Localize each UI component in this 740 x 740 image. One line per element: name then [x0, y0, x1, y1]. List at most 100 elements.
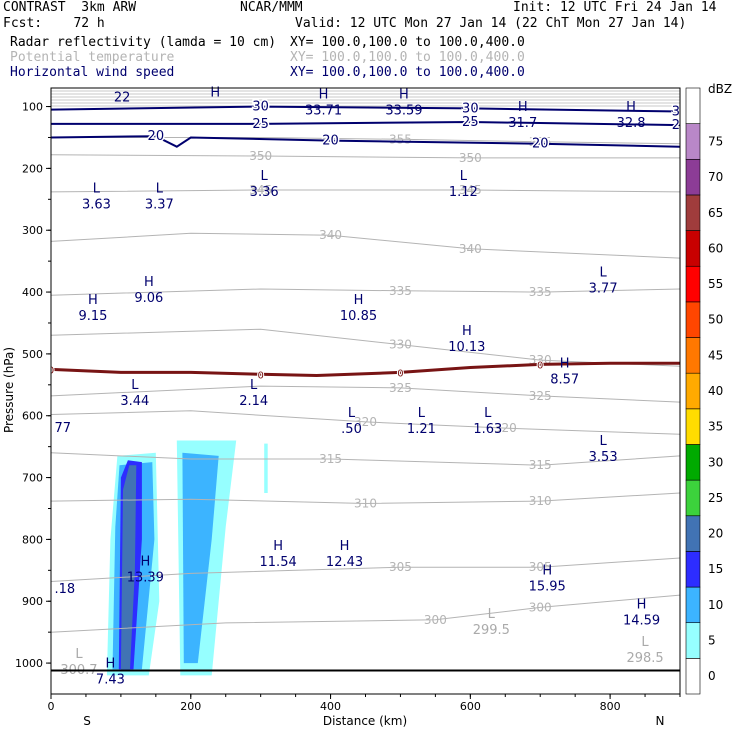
low-marker: L	[156, 182, 164, 197]
theta-contour-label: 350	[249, 149, 272, 163]
zero-contour-label: 0	[397, 368, 403, 379]
y-tick-label: 700	[22, 472, 43, 485]
theta-contour	[51, 154, 680, 159]
y-tick-label: 1000	[15, 657, 43, 670]
theta-contour-label: 310	[529, 494, 552, 508]
low-marker: L	[599, 434, 607, 449]
field-name-reflectivity: Radar reflectivity (lamda = 10 cm)	[10, 35, 277, 50]
colorbar-label: 55	[708, 277, 723, 291]
colorbar-swatch	[685, 479, 701, 517]
high-marker: H	[88, 293, 98, 308]
colorbar-swatch	[685, 194, 701, 231]
y-tick-label: 300	[22, 224, 43, 237]
colorbar-label: 45	[708, 348, 723, 362]
reflectivity-cell	[182, 452, 219, 664]
colorbar-swatch	[685, 622, 701, 659]
y-tick-label: 800	[22, 533, 43, 546]
high-marker: H	[637, 598, 647, 613]
theta-contour-label: 350	[459, 151, 482, 165]
theta-contour	[51, 492, 680, 505]
extremum-value: 3.77	[589, 282, 618, 297]
colorbar-swatch	[685, 586, 701, 624]
extremum-value: 298.5	[626, 651, 663, 666]
extremum-value: 1.21	[407, 422, 436, 437]
extremum-value: 3.53	[589, 450, 618, 465]
colorbar-swatch	[685, 658, 701, 695]
x-tick-label: 400	[320, 700, 341, 713]
field-xy-theta: XY= 100.0,100.0 to 100.0,400.0	[290, 50, 525, 65]
wind-contour-label: 25	[462, 115, 479, 130]
colorbar-swatch	[685, 301, 701, 338]
extremum-value: 12.43	[326, 555, 363, 570]
extremum-value: 32.8	[617, 116, 646, 131]
low-marker: L	[460, 169, 468, 184]
low-marker: L	[250, 378, 258, 393]
field-name-wind: Horizontal wind speed	[10, 65, 175, 80]
colorbar-swatch	[685, 337, 701, 374]
low-marker: L	[131, 378, 139, 393]
colorbar-label: 40	[708, 384, 723, 398]
colorbar-label: 75	[708, 134, 723, 148]
colorbar-swatch	[685, 265, 701, 303]
low-marker: L	[599, 266, 607, 281]
high-marker: H	[144, 275, 154, 290]
valid-time: Valid: 12 UTC Mon 27 Jan 14 (22 ChT Mon …	[295, 16, 687, 31]
theta-contour-label: 300	[424, 613, 447, 627]
extremum-value: 33.59	[385, 104, 422, 119]
high-marker: H	[518, 100, 528, 115]
upper-theta-band	[51, 88, 680, 108]
colorbar-label: 25	[708, 491, 723, 505]
wind-contour	[51, 120, 680, 127]
theta-contour	[51, 452, 680, 466]
extremum-value: 10.13	[448, 340, 485, 355]
y-tick-label: 900	[22, 595, 43, 608]
edge-value: 22	[114, 90, 131, 105]
extremum-value: 14.59	[623, 614, 660, 629]
high-marker: H	[399, 88, 409, 103]
theta-contour	[51, 557, 680, 582]
extremum-value: 31.7	[508, 116, 537, 131]
extremum-value: 9.06	[134, 291, 163, 306]
x-tick-label: 600	[460, 700, 481, 713]
wind-contour	[51, 105, 680, 113]
colorbar-swatch	[685, 158, 701, 196]
reflectivity-layer	[106, 440, 268, 676]
colorbar-label: 60	[708, 241, 723, 255]
colorbar-label: 30	[708, 455, 723, 469]
colorbar-label: 0	[708, 669, 716, 683]
colorbar-label: 15	[708, 562, 723, 576]
colorbar-swatch	[685, 230, 701, 267]
x-tick-label: 0	[48, 700, 55, 713]
low-marker: L	[93, 182, 101, 197]
extremum-value: 2.14	[239, 394, 268, 409]
colorbar-label: 20	[708, 527, 723, 541]
theta-contour	[51, 385, 680, 403]
theta-contour-label: 335	[529, 285, 552, 299]
init-time: Init: 12 UTC Fri 24 Jan 14	[513, 0, 717, 15]
extremum-value: 3.37	[145, 198, 174, 213]
theta-contour-label: 345	[459, 183, 482, 197]
colorbar-label: 5	[708, 634, 716, 648]
edge-value: 77	[54, 421, 71, 436]
theta-contour-label: 320	[354, 415, 377, 429]
wind-contour-label: 30	[462, 101, 479, 116]
high-marker: H	[340, 539, 350, 554]
wind-contour-label: 20	[322, 134, 339, 149]
low-marker: L	[261, 169, 269, 184]
zero-contour	[51, 361, 680, 378]
high-marker: H	[542, 564, 552, 579]
colorbar-label: 10	[708, 598, 723, 612]
theta-contour	[51, 288, 680, 296]
low-marker: L	[641, 635, 649, 650]
reflectivity-cell	[120, 465, 137, 670]
theta-contour-label: 330	[389, 338, 412, 352]
zero-contour-label: 0	[537, 360, 543, 371]
x-end-label-right: N	[656, 714, 665, 728]
wind-contour-label: 30	[672, 104, 689, 119]
x-tick-label: 200	[180, 700, 201, 713]
high-marker: H	[106, 656, 116, 671]
